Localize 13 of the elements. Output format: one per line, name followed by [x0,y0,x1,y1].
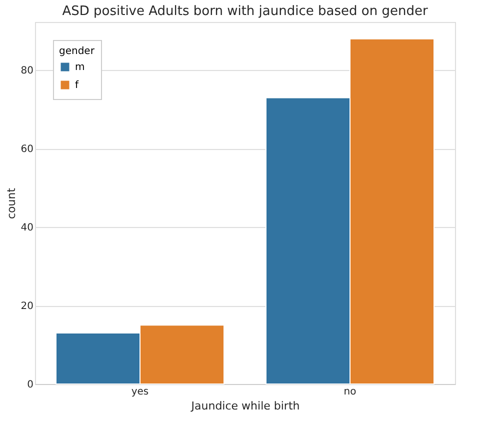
chart-title: ASD positive Adults born with jaundice based on gender [62,4,428,19]
y-tick-label: 80 [20,66,34,77]
x-tick-label: no [344,386,356,398]
legend-title: gender [59,46,96,57]
y-tick-label: 40 [20,222,34,234]
legend-label: m [75,62,85,73]
legend-label: f [75,80,79,91]
x-axis-title: Jaundice while birth [190,400,300,412]
y-tick-label: 0 [27,380,34,390]
y-tick-label: 60 [20,144,34,156]
x-tick-label: yes [131,386,149,398]
y-tick-label: 20 [20,301,34,312]
y-axis-title: count [4,187,18,220]
